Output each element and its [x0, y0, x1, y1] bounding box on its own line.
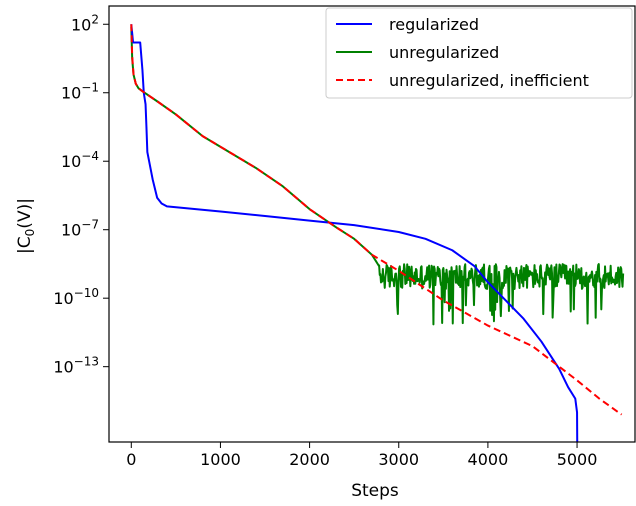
y-tick-label: 10−4 [61, 149, 99, 171]
x-tick-label: 0 [126, 450, 136, 469]
x-tick-label: 4000 [468, 450, 509, 469]
x-tick-label: 5000 [557, 450, 598, 469]
legend: regularized unregularized unregularized, i… [325, 7, 633, 99]
x-axis: 0 1000 2000 3000 4000 5000 [126, 442, 597, 469]
legend-label: unregularized, inefficient [389, 71, 589, 90]
y-axis: 102 10−1 10−4 10−7 10−10 10−13 [53, 12, 109, 377]
y-tick-label: 102 [71, 12, 99, 34]
series-line-regularized [130, 24, 579, 442]
legend-box [325, 7, 633, 99]
x-axis-label: Steps [351, 481, 399, 501]
series-layer [130, 24, 625, 442]
x-tick-label: 1000 [200, 450, 241, 469]
y-axis-label: |C0(V)| [15, 198, 37, 254]
y-tick-label: 10−10 [53, 286, 99, 308]
y-tick-label: 10−13 [53, 355, 99, 377]
y-tick-label: 10−7 [61, 218, 99, 240]
legend-label: unregularized [389, 43, 499, 62]
legend-label: regularized [389, 15, 479, 34]
x-tick-label: 2000 [289, 450, 330, 469]
x-tick-label: 3000 [378, 450, 419, 469]
plot-frame [108, 5, 636, 443]
series-line-unregularized [130, 26, 625, 326]
y-tick-label: 10−1 [61, 81, 99, 103]
